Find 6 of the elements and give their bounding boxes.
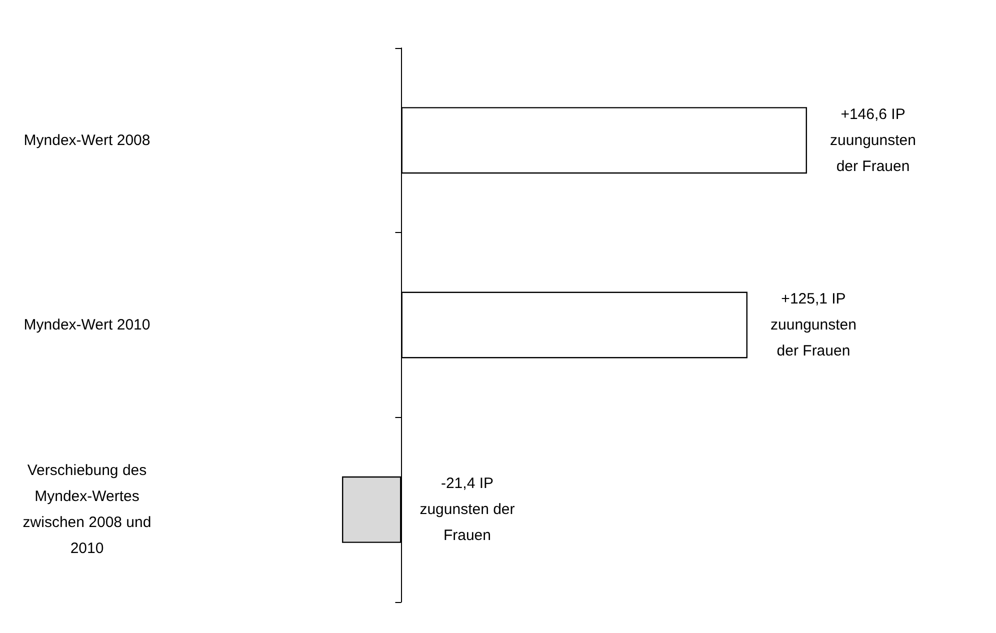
data-label: +125,1 IP zuungunsten der Frauen xyxy=(770,290,856,360)
data-label: +146,6 IP zuungunsten der Frauen xyxy=(830,106,916,175)
y-tick-label: Myndex-Wert 2010 xyxy=(24,316,150,334)
data-label: -21,4 IP zugunsten der Frauen xyxy=(420,475,515,544)
y-tick-label: Verschiebung des Myndex-Wertes zwischen 2008 und 2010 xyxy=(22,462,152,558)
y-tick-label: Myndex-Wert 2008 xyxy=(24,132,150,149)
